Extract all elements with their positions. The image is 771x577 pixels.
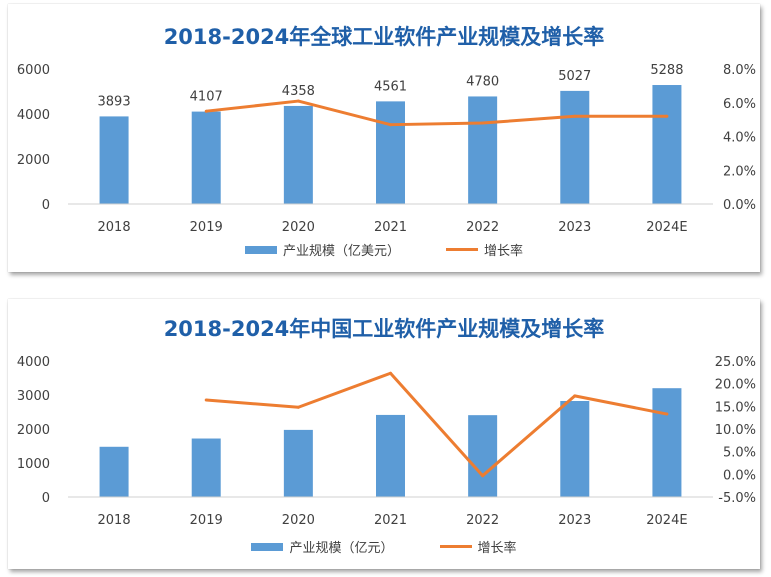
growth-rate-point <box>573 394 577 398</box>
bar-data-label: 4358 <box>282 84 315 99</box>
bar-data-label: 5027 <box>558 69 591 84</box>
bar <box>468 96 498 204</box>
chart-legend: 产业规模（亿美元） 增长率 <box>8 240 760 259</box>
y-tick-label: 0 <box>42 491 50 506</box>
bar-data-label: 4780 <box>466 74 499 89</box>
x-tick-label: 2024E <box>646 513 687 528</box>
x-tick-label: 2019 <box>190 220 223 235</box>
global-chart-panel: 2018-2024年全球工业软件产业规模及增长率 0 2000 4000 6000 0.… <box>8 4 760 272</box>
y2-tick-label: 0.0% <box>723 468 756 483</box>
y2-tick-label: 5.0% <box>723 446 756 461</box>
bar-data-label: 4561 <box>374 79 407 94</box>
y-tick-label: 4000 <box>17 108 50 123</box>
y2-tick-label: 25.0% <box>715 355 756 370</box>
y2-tick-label: 10.0% <box>715 423 756 438</box>
bar-data-label: 5288 <box>650 63 683 78</box>
bar <box>283 429 313 497</box>
bar <box>376 101 405 204</box>
bar <box>99 446 129 497</box>
legend-bar-swatch <box>251 542 284 551</box>
growth-rate-point <box>204 398 208 402</box>
legend-label-size: 产业规模（亿元） <box>289 541 394 556</box>
bar <box>468 415 498 497</box>
legend-item-size: 产业规模（亿元） <box>251 537 394 556</box>
bar <box>652 85 682 204</box>
y2-tick-label: 0.0% <box>723 198 756 213</box>
bar <box>652 388 682 497</box>
growth-rate-point <box>481 121 485 125</box>
y2-tick-label: 2.0% <box>723 164 756 179</box>
y2-tick-label: -5.0% <box>718 491 756 506</box>
china-chart-panel: 2018-2024年中国工业软件产业规模及增长率 0 1000 2000 3000 40… <box>8 299 760 569</box>
growth-rate-point <box>665 114 669 118</box>
legend-item-growth: 增长率 <box>439 537 517 556</box>
bar <box>560 90 590 204</box>
bar <box>283 105 313 204</box>
bar-data-label: 4107 <box>190 90 223 105</box>
legend-bar-swatch <box>244 245 277 254</box>
growth-rate-point <box>573 114 577 118</box>
x-tick-label: 2024E <box>646 220 687 235</box>
x-tick-label: 2021 <box>374 513 407 528</box>
x-tick-label: 2022 <box>466 220 499 235</box>
legend-label-growth: 增长率 <box>484 244 524 259</box>
global-chart-svg: 0 2000 4000 6000 0.0% 2.0% 4.0% 6.0% 8.0% 3893 410… <box>17 63 756 235</box>
x-tick-label: 2020 <box>282 220 315 235</box>
bar <box>191 111 221 204</box>
growth-rate-point <box>296 99 300 103</box>
legend-item-growth: 增长率 <box>446 240 523 259</box>
y2-tick-label: 15.0% <box>715 400 756 415</box>
y2-tick-label: 8.0% <box>723 63 756 78</box>
legend-line-swatch <box>446 248 478 251</box>
bar <box>376 414 405 497</box>
x-tick-label: 2018 <box>98 220 131 235</box>
legend-line-swatch <box>439 545 472 548</box>
china-chart-svg: 0 1000 2000 3000 4000 -5.0% 0.0% 5.0% 10.0% 15.0%… <box>17 355 756 528</box>
chart-title: 2018-2024年中国工业软件产业规模及增长率 <box>163 317 605 341</box>
x-tick-label: 2023 <box>558 220 591 235</box>
growth-rate-line <box>206 99 667 127</box>
growth-rate-point <box>389 123 392 127</box>
growth-rate-point <box>389 371 392 375</box>
y2-tick-label: 20.0% <box>715 378 756 393</box>
chart-title: 2018-2024年全球工业软件产业规模及增长率 <box>163 25 605 49</box>
x-tick-label: 2018 <box>98 513 131 528</box>
growth-rate-point <box>204 109 208 113</box>
x-tick-label: 2022 <box>466 513 499 528</box>
growth-rate-line <box>206 371 668 478</box>
legend-label-growth: 增长率 <box>477 541 517 556</box>
x-tick-label: 2023 <box>558 513 591 528</box>
chart-legend: 产业规模（亿元） 增长率 <box>8 537 760 556</box>
y-tick-label: 1000 <box>17 457 50 472</box>
x-tick-label: 2021 <box>374 220 407 235</box>
y-tick-label: 4000 <box>17 355 50 370</box>
y-tick-label: 2000 <box>17 423 50 438</box>
y2-tick-label: 6.0% <box>723 97 756 112</box>
bar <box>191 438 221 497</box>
growth-rate-point <box>296 405 300 409</box>
legend-item-size: 产业规模（亿美元） <box>244 240 400 259</box>
x-tick-label: 2019 <box>190 513 223 528</box>
bar <box>99 116 129 204</box>
growth-rate-point <box>665 412 669 416</box>
legend-label-size: 产业规模（亿美元） <box>282 244 400 259</box>
bar-data-label: 3893 <box>98 94 131 109</box>
y2-tick-label: 4.0% <box>723 131 756 146</box>
y-tick-label: 3000 <box>17 389 50 404</box>
y-tick-label: 0 <box>42 198 50 213</box>
x-tick-label: 2020 <box>282 513 315 528</box>
growth-rate-point <box>481 474 485 478</box>
y-tick-label: 6000 <box>17 63 50 78</box>
bar <box>560 400 590 497</box>
y-tick-label: 2000 <box>17 153 50 168</box>
